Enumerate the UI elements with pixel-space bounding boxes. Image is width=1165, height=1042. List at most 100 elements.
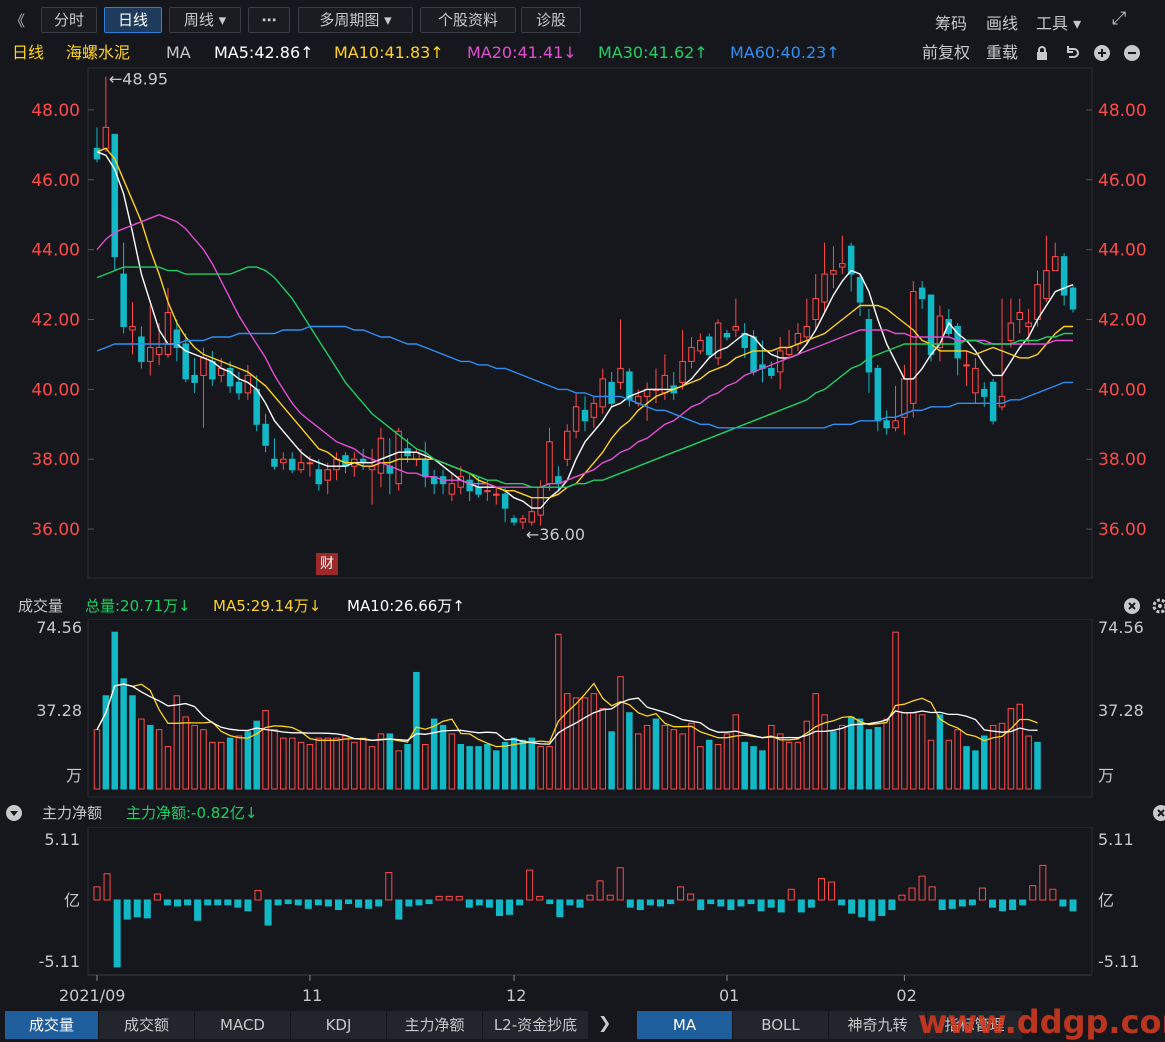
tabs-scroll-icon[interactable]: ❯ bbox=[598, 1013, 612, 1032]
ma60-readout: MA60:40.23↑ bbox=[730, 43, 840, 62]
y-tick-label-right: 48.00 bbox=[1098, 101, 1147, 121]
candle-body bbox=[910, 291, 917, 404]
undo-icon[interactable] bbox=[1064, 45, 1080, 61]
indicator-tab-2[interactable]: MACD bbox=[195, 1011, 291, 1039]
flow-bar bbox=[586, 894, 594, 901]
volume-bar bbox=[324, 737, 331, 790]
y-tick-label-left: 40.00 bbox=[31, 380, 80, 400]
flow-bar bbox=[767, 899, 775, 908]
volume-bar bbox=[226, 737, 234, 790]
zoom-out-icon[interactable] bbox=[1124, 45, 1140, 61]
flow-bar bbox=[1069, 899, 1077, 912]
overlay-tab-0[interactable]: MA bbox=[637, 1011, 733, 1039]
volume-bar bbox=[927, 739, 935, 790]
watermark: www.ddgp.com bbox=[918, 1003, 1165, 1041]
ma-line-ma30 bbox=[96, 266, 1073, 488]
lock-icon[interactable] bbox=[1034, 45, 1050, 61]
y-tick-label-right: 46.00 bbox=[1098, 171, 1147, 191]
indicator-tab-0[interactable]: 成交量 bbox=[5, 1011, 99, 1039]
flow-y-label-right: -5.11 bbox=[1098, 952, 1139, 971]
flow-title: 主力净额 bbox=[42, 804, 103, 822]
flow-bar bbox=[556, 899, 564, 918]
candle-body bbox=[129, 325, 136, 331]
flow-y-label-right: 亿 bbox=[1098, 891, 1114, 910]
indicator-tab-5[interactable]: L2-资金抄底 bbox=[483, 1011, 589, 1039]
candle-body bbox=[785, 346, 793, 355]
flow-bar bbox=[385, 872, 393, 901]
volume-bar bbox=[981, 735, 988, 790]
back-icon[interactable]: 《 bbox=[10, 12, 26, 30]
fullscreen-icon[interactable]: ⤢ bbox=[1112, 8, 1127, 29]
flow-bar bbox=[113, 899, 121, 968]
flow-bar bbox=[395, 899, 403, 920]
overlay-tab-1[interactable]: BOLL bbox=[733, 1011, 829, 1039]
flow-bar bbox=[646, 899, 654, 906]
flow-bar bbox=[234, 899, 242, 908]
volume-bar bbox=[422, 743, 429, 790]
volume-bar bbox=[643, 724, 651, 790]
price-chart[interactable]: 48.00 48.00 46.00 46.00 44.00 44.00 42.00 42.00… bbox=[0, 66, 1165, 580]
flow-bar bbox=[103, 873, 111, 901]
volume-bar bbox=[528, 737, 536, 790]
volume-bar bbox=[182, 716, 189, 790]
candle-body bbox=[768, 367, 775, 376]
multi-period-button[interactable]: 多周期图 ▾ bbox=[298, 7, 413, 33]
overlay-tab-3[interactable]: 指标管理 bbox=[927, 1011, 1023, 1039]
flow-bar bbox=[284, 899, 292, 905]
candle-body bbox=[519, 518, 527, 523]
finance-badge[interactable]: 财 bbox=[316, 553, 338, 575]
candle-body bbox=[972, 367, 979, 394]
volume-bar bbox=[359, 737, 367, 790]
volume-y-label-right: 37.28 bbox=[1098, 701, 1144, 720]
volume-bar bbox=[209, 741, 216, 790]
volume-bar bbox=[404, 743, 411, 790]
ma5-readout: MA5:42.86↑ bbox=[214, 43, 314, 62]
x-tick-label: 02 bbox=[896, 986, 916, 1005]
candle-body bbox=[155, 346, 163, 355]
tab-fenshi[interactable]: 分时 bbox=[41, 7, 97, 33]
more-button[interactable]: ⋯ bbox=[248, 7, 290, 33]
candle-body bbox=[297, 462, 305, 471]
flow-bar bbox=[1039, 864, 1047, 901]
adjust-mode[interactable]: 前复权 bbox=[922, 43, 971, 62]
flow-bar bbox=[1059, 899, 1067, 907]
tab-rixian[interactable]: 日线 bbox=[104, 7, 162, 33]
flow-bar bbox=[1009, 899, 1017, 911]
ma-line-ma20 bbox=[96, 213, 1073, 488]
diagnose-button[interactable]: 诊股 bbox=[521, 7, 581, 33]
draw-button[interactable]: 画线 bbox=[986, 14, 1019, 33]
candle-body bbox=[93, 147, 101, 160]
indicator-tab-4[interactable]: 主力净额 bbox=[387, 1011, 483, 1039]
candle-body bbox=[280, 458, 287, 464]
stock-info-button[interactable]: 个股资料 bbox=[420, 7, 516, 33]
flow-bar bbox=[948, 899, 956, 909]
collapse-icon[interactable] bbox=[6, 805, 22, 821]
flow-chart[interactable]: 5.11 5.11 亿 亿 -5.11 -5.11 2021/09 11 12 01 02 bbox=[0, 827, 1165, 1011]
chip-button[interactable]: 筹码 bbox=[935, 14, 968, 33]
tools-button[interactable]: 工具 ▾ bbox=[1036, 14, 1082, 33]
overlay-tab-2[interactable]: 神奇九转 bbox=[829, 1011, 927, 1039]
indicator-name[interactable]: MA bbox=[166, 43, 191, 62]
zoom-in-icon[interactable] bbox=[1094, 45, 1110, 61]
flow-bar bbox=[727, 899, 735, 911]
flow-bar bbox=[163, 899, 171, 906]
volume-bar bbox=[945, 739, 953, 790]
candle-body bbox=[697, 339, 704, 352]
flow-bar bbox=[807, 899, 815, 908]
flow-bar bbox=[324, 899, 332, 907]
tab-zhouxian[interactable]: 周线 ▾ bbox=[169, 7, 241, 33]
candle-body bbox=[102, 126, 110, 149]
close-icon[interactable] bbox=[1153, 805, 1165, 821]
indicator-tab-1[interactable]: 成交额 bbox=[99, 1011, 195, 1039]
candle-body bbox=[111, 133, 118, 258]
close-icon[interactable] bbox=[1124, 598, 1140, 614]
flow-bar bbox=[506, 899, 514, 915]
flow-bar bbox=[757, 899, 765, 912]
gear-icon[interactable] bbox=[1151, 597, 1165, 615]
indicator-tab-3[interactable]: KDJ bbox=[291, 1011, 387, 1039]
reload-button[interactable]: 重载 bbox=[986, 43, 1019, 62]
flow-bar bbox=[143, 899, 151, 919]
volume-chart[interactable]: 74.56 74.56 37.28 37.28 万 万 bbox=[0, 619, 1165, 799]
candle-body bbox=[484, 490, 491, 493]
candle-body bbox=[1034, 284, 1041, 321]
